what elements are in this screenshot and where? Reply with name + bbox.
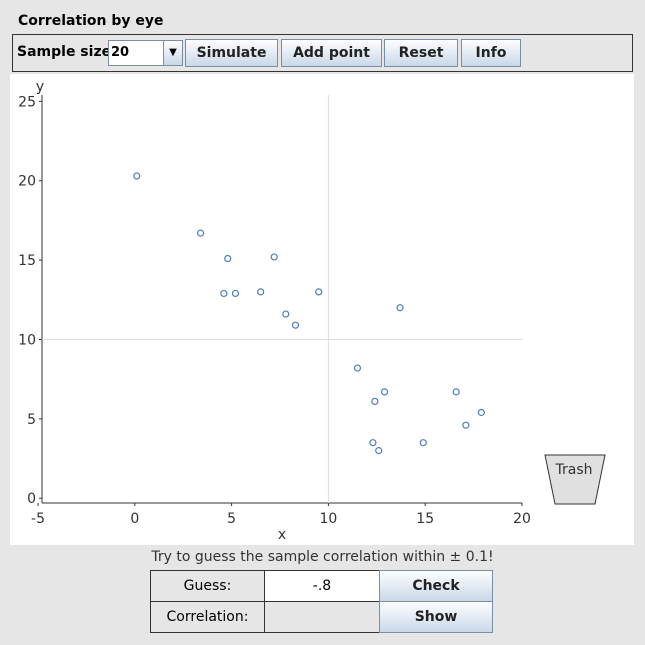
point — [133, 172, 141, 180]
point — [220, 289, 228, 298]
button[interactable]: Simulate — [185, 39, 278, 67]
button[interactable]: Add point — [281, 39, 382, 67]
point — [419, 439, 427, 447]
y-tick-label: 10 — [18, 332, 36, 348]
point — [291, 321, 300, 329]
point — [477, 408, 485, 417]
sample-size-combo[interactable]: 20 ▼ — [108, 40, 183, 66]
x-tick-label: 15 — [416, 511, 434, 527]
check-button[interactable]: Check — [379, 570, 493, 602]
y-axis-label: y — [36, 79, 44, 95]
point — [315, 288, 323, 296]
x-axis-label: x — [278, 527, 286, 543]
toolbar — [12, 34, 633, 72]
trash-can[interactable] — [544, 454, 606, 505]
y-tick-label: 15 — [18, 253, 36, 269]
y-tick-label: 5 — [27, 412, 36, 428]
sample-size-label: Sample size: — [17, 44, 117, 60]
combo-arrow[interactable]: ▼ — [163, 41, 182, 65]
guess-input[interactable]: -.8 — [264, 570, 380, 602]
point — [371, 397, 379, 405]
show-button[interactable]: Show — [379, 601, 493, 633]
point — [224, 254, 232, 263]
correlation-label: Correlation: — [150, 601, 265, 633]
point — [270, 253, 278, 261]
point — [369, 439, 377, 447]
correlation-value — [264, 601, 380, 633]
point — [257, 288, 265, 296]
guess-label: Guess: — [150, 570, 265, 602]
y-tick-label: 25 — [18, 94, 36, 110]
plot-panel: y x 25 20 15 10 5 0 20 15 10 5 0 -5 Trash — [10, 74, 634, 545]
point — [282, 310, 290, 318]
instruction: Try to guess the sample correlation with… — [151, 549, 494, 565]
y-tick-label: 20 — [18, 174, 36, 190]
point — [231, 289, 240, 298]
x-tick-label: 10 — [319, 511, 337, 527]
point — [396, 304, 404, 312]
point — [353, 364, 362, 372]
trash-label: Trash — [555, 462, 593, 478]
point — [380, 388, 389, 396]
point — [375, 447, 383, 455]
title: Correlation by eye — [18, 13, 164, 29]
point — [197, 229, 205, 237]
x-tick-label: 20 — [513, 511, 531, 527]
x-tick-label: -5 — [31, 511, 45, 527]
y-tick-label: 0 — [27, 491, 36, 507]
button[interactable]: Info — [461, 39, 521, 67]
x-tick-label: 5 — [227, 511, 236, 527]
x-tick-label: 0 — [130, 511, 139, 527]
point — [452, 388, 460, 396]
button[interactable]: Reset — [384, 39, 458, 67]
point — [462, 421, 470, 429]
sample-size-value: 20 — [111, 45, 130, 60]
